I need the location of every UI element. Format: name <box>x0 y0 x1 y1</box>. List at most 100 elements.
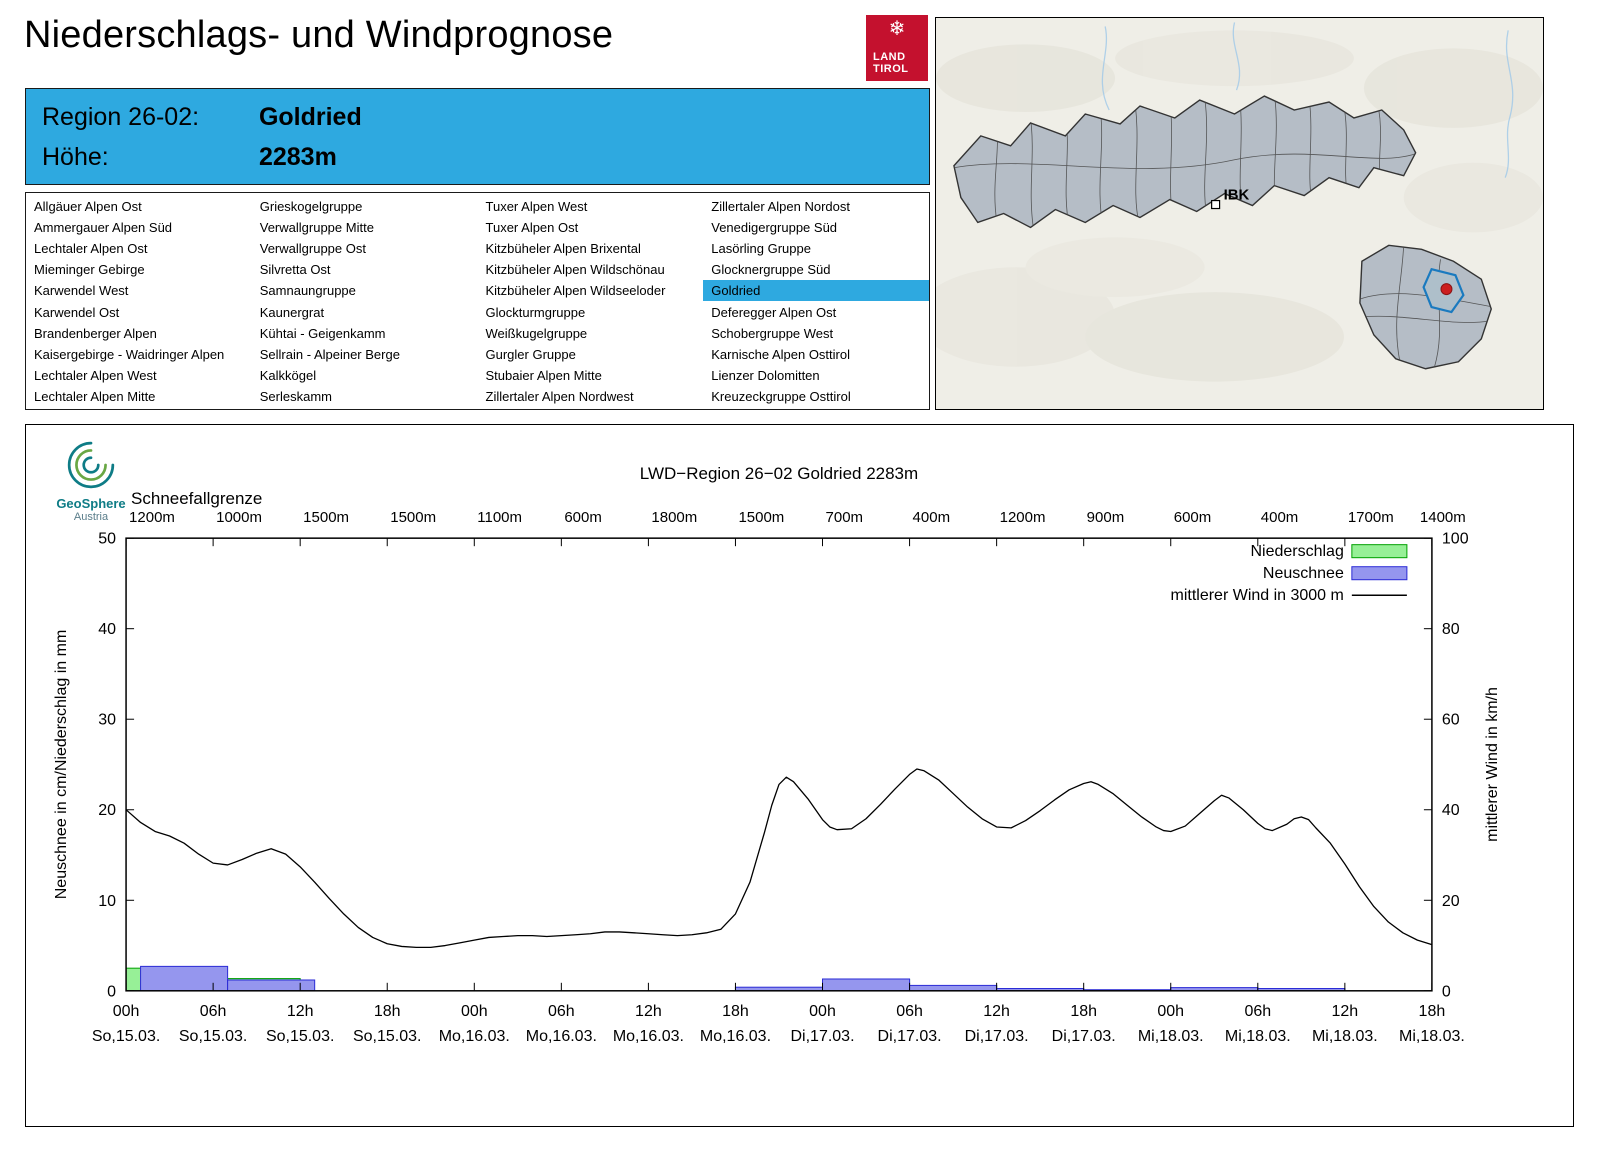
x-tick-date: Mi,18.03. <box>1399 1028 1465 1045</box>
forecast-chart-panel: GeoSphere Austria LWD−Region 26−02 Goldr… <box>25 424 1574 1127</box>
map-rivers <box>1101 22 1514 178</box>
region-list-item[interactable]: Lechtaler Alpen Mitte <box>34 388 156 404</box>
snowline-label: Schneefallgrenze <box>131 489 262 508</box>
map-location-marker <box>1440 283 1453 296</box>
region-list-item[interactable]: Deferegger Alpen Ost <box>711 304 837 320</box>
region-list-item[interactable]: Lechtaler Alpen Ost <box>34 241 148 257</box>
x-tick-time: 18h <box>1419 1003 1446 1020</box>
x-tick-date: Di,17.03. <box>878 1028 942 1045</box>
region-list-item[interactable]: Silvretta Ost <box>259 262 331 278</box>
region-list-item-selected[interactable]: Goldried <box>703 280 929 302</box>
region-list-item[interactable]: Karnische Alpen Osttirol <box>711 346 850 362</box>
x-tick-date: Di,17.03. <box>965 1028 1029 1045</box>
snowline-value: 400m <box>1261 509 1299 526</box>
x-axis: 00h So,15.03. 06h So,15.03. 12h So,15.03. 18h S… <box>92 538 1465 1045</box>
region-list-item[interactable]: Brandenberger Alpen <box>34 325 157 341</box>
region-list-item[interactable]: Gurgler Gruppe <box>485 346 576 362</box>
region-list-item[interactable]: Glockturmgruppe <box>485 304 586 320</box>
region-list-item[interactable]: Kalkkögel <box>259 367 317 383</box>
snowline-value: 1400m <box>1420 509 1466 526</box>
legend-swatch <box>1351 544 1408 559</box>
region-list-item[interactable]: Verwallgruppe Ost <box>259 241 366 257</box>
region-list: Allgäuer Alpen Ost Ammergauer Alpen Süd Le… <box>25 192 930 410</box>
region-value: Goldried <box>258 103 362 131</box>
y-axis-label-right: mittlerer Wind in km/h <box>1484 687 1501 842</box>
x-tick-date: Mo,16.03. <box>613 1028 684 1045</box>
map-ibk-marker: IBK <box>1211 187 1250 210</box>
region-list-item[interactable]: Kitzbüheler Alpen Wildschönau <box>485 262 665 278</box>
neuschnee-bars <box>140 965 1346 992</box>
region-list-item[interactable]: Zillertaler Alpen Nordwest <box>485 388 634 404</box>
x-tick-date: Di,17.03. <box>1052 1028 1116 1045</box>
snowline-value: 600m <box>564 509 602 526</box>
region-list-item[interactable]: Sellrain - Alpeiner Berge <box>259 346 400 362</box>
region-list-item[interactable]: Lechtaler Alpen West <box>34 367 157 383</box>
region-list-item[interactable]: Weißkugelgruppe <box>485 325 588 341</box>
map-ibk-label: IBK <box>1224 187 1250 204</box>
region-list-item[interactable]: Kreuzeckgruppe Osttirol <box>711 388 851 404</box>
region-list-column: Zillertaler Alpen Nordost Venedigergruppe… <box>703 196 929 407</box>
x-tick-date: So,15.03. <box>353 1028 421 1045</box>
elevation-label: Höhe: <box>42 143 109 171</box>
region-list-item[interactable]: Verwallgruppe Mitte <box>259 220 374 236</box>
geosphere-country: Austria <box>73 511 109 523</box>
x-tick-date: So,15.03. <box>179 1028 247 1045</box>
region-list-item[interactable]: Ammergauer Alpen Süd <box>34 220 173 236</box>
region-list-item[interactable]: Karwendel West <box>34 283 129 299</box>
y-axis-right: 0 20 40 60 80 100 <box>1423 531 1469 1000</box>
x-tick-time: 00h <box>809 1003 836 1020</box>
x-tick-date: Mi,18.03. <box>1225 1028 1291 1045</box>
y-tick-right: 100 <box>1442 531 1469 548</box>
region-list-item[interactable]: Kühtai - Geigenkamm <box>259 325 386 341</box>
region-list-column: Allgäuer Alpen Ost Ammergauer Alpen Süd Le… <box>26 196 252 407</box>
region-list-item[interactable]: Glocknergruppe Süd <box>711 262 831 278</box>
chart-frame <box>125 537 1433 992</box>
geosphere-swirl-icon <box>67 441 115 489</box>
snowline-value: 1700m <box>1348 509 1394 526</box>
y-tick-right: 80 <box>1442 621 1460 638</box>
x-tick-time: 00h <box>461 1003 488 1020</box>
region-list-item[interactable]: Serleskamm <box>259 388 332 404</box>
region-list-item[interactable]: Schobergruppe West <box>711 325 834 341</box>
snowline-value: 1800m <box>651 509 697 526</box>
region-list-item[interactable]: Mieminger Gebirge <box>34 262 145 278</box>
y-tick-left: 30 <box>98 712 116 729</box>
tirol-map[interactable]: IBK <box>935 17 1544 410</box>
y-tick-left: 0 <box>107 983 116 1000</box>
region-list-item[interactable]: Tuxer Alpen Ost <box>485 220 579 236</box>
x-tick-time: 12h <box>983 1003 1010 1020</box>
region-list-column: Tuxer Alpen West Tuxer Alpen Ost Kitzbühel… <box>478 196 704 407</box>
y-tick-left: 40 <box>98 621 116 638</box>
snowline-value: 900m <box>1087 509 1125 526</box>
x-tick-time: 12h <box>287 1003 314 1020</box>
region-list-item[interactable]: Kaisergebirge - Waidringer Alpen <box>34 346 225 362</box>
logo-text-tirol: TIROL <box>873 63 909 75</box>
neuschnee-bar <box>140 965 229 992</box>
x-tick-time: 06h <box>1244 1003 1271 1020</box>
region-list-item[interactable]: Kitzbüheler Alpen Brixental <box>485 241 641 257</box>
region-list-item[interactable]: Stubaier Alpen Mitte <box>485 367 602 383</box>
region-list-item[interactable]: Lasörling Gruppe <box>711 241 811 257</box>
region-list-item[interactable]: Tuxer Alpen West <box>485 199 588 215</box>
legend-label: Niederschlag <box>1250 543 1343 560</box>
region-list-item[interactable]: Allgäuer Alpen Ost <box>34 199 142 215</box>
y-tick-right: 20 <box>1442 893 1460 910</box>
region-list-item[interactable]: Venedigergruppe Süd <box>711 220 838 236</box>
x-tick-time: 06h <box>896 1003 923 1020</box>
region-list-item[interactable]: Lienzer Dolomitten <box>711 367 820 383</box>
region-list-item[interactable]: Karwendel Ost <box>34 304 120 320</box>
region-label: Region 26-02: <box>42 103 200 131</box>
region-list-item[interactable]: Grieskogelgruppe <box>259 199 363 215</box>
x-tick-date: Di,17.03. <box>791 1028 855 1045</box>
snowline-value: 600m <box>1174 509 1212 526</box>
x-tick-date: Mo,16.03. <box>439 1028 510 1045</box>
region-list-item[interactable]: Samnaungruppe <box>259 283 356 299</box>
region-list-item[interactable]: Zillertaler Alpen Nordost <box>711 199 850 215</box>
x-tick-date: Mo,16.03. <box>526 1028 597 1045</box>
snowline-value: 1000m <box>216 509 262 526</box>
region-info-box: Region 26-02: Goldried Höhe: 2283m <box>25 88 930 185</box>
region-list-item[interactable]: Kitzbüheler Alpen Wildseeloder <box>485 283 666 299</box>
x-tick-time: 06h <box>200 1003 227 1020</box>
region-list-item[interactable]: Kaunergrat <box>259 304 325 320</box>
